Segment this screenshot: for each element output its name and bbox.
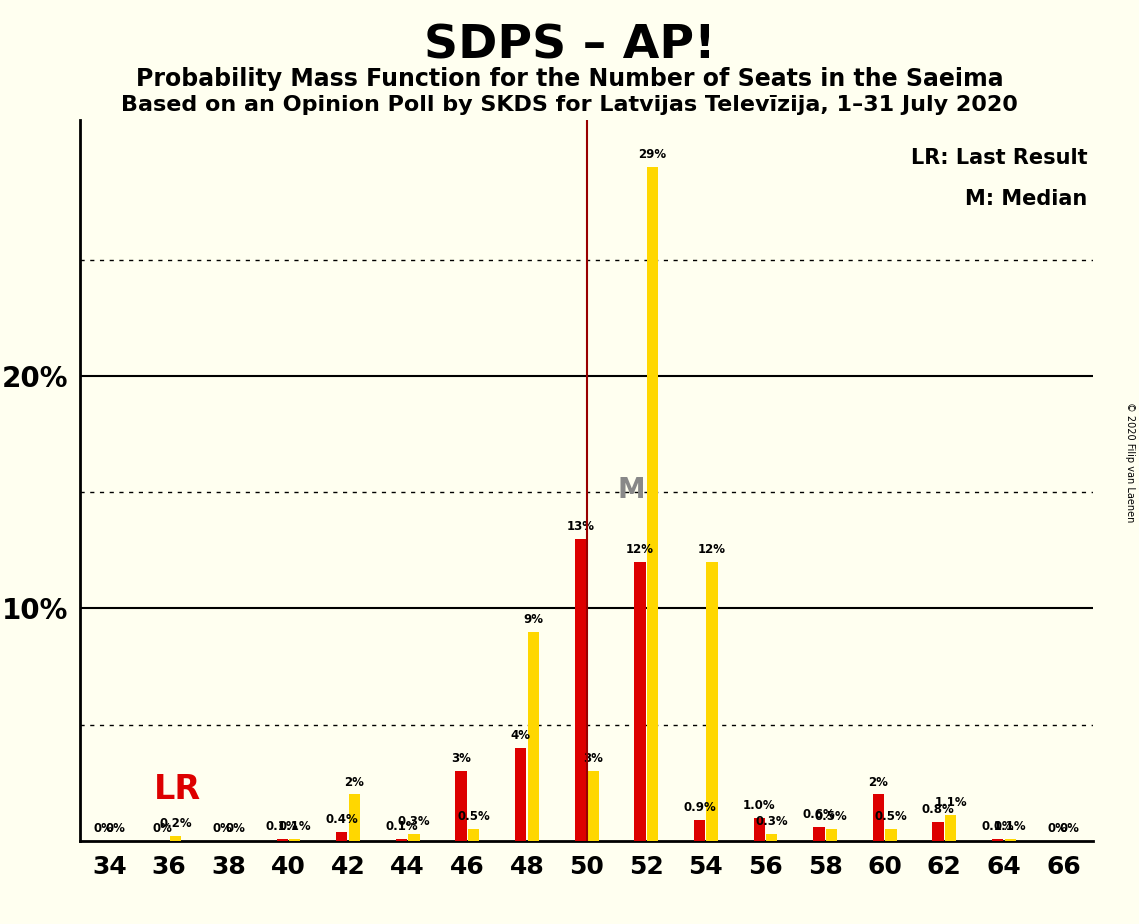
Text: 0.1%: 0.1%: [278, 820, 311, 833]
Bar: [826, 829, 837, 841]
Bar: [277, 838, 288, 841]
Text: © 2020 Filip van Laenen: © 2020 Filip van Laenen: [1125, 402, 1134, 522]
Bar: [170, 836, 181, 841]
Text: 4%: 4%: [510, 729, 531, 742]
Text: 0%: 0%: [213, 822, 232, 835]
Text: 0.1%: 0.1%: [385, 820, 418, 833]
Text: 0.9%: 0.9%: [683, 801, 716, 814]
Bar: [647, 166, 658, 841]
Text: LR: Last Result: LR: Last Result: [911, 148, 1088, 168]
Text: 0%: 0%: [1048, 822, 1067, 835]
Text: 12%: 12%: [626, 543, 654, 556]
Text: 3%: 3%: [451, 752, 472, 765]
Text: 29%: 29%: [639, 148, 666, 161]
Bar: [1005, 838, 1016, 841]
Text: 1.1%: 1.1%: [934, 796, 967, 809]
Bar: [933, 822, 944, 841]
Text: 0%: 0%: [153, 822, 173, 835]
Text: 0%: 0%: [106, 822, 125, 835]
Bar: [349, 795, 360, 841]
Text: 0.5%: 0.5%: [816, 810, 847, 823]
Bar: [992, 838, 1003, 841]
Bar: [588, 772, 598, 841]
Text: 13%: 13%: [566, 520, 595, 533]
Text: 2%: 2%: [344, 775, 364, 788]
Text: 2%: 2%: [869, 775, 888, 788]
Text: 0.1%: 0.1%: [982, 820, 1014, 833]
Text: 0.2%: 0.2%: [159, 818, 191, 831]
Text: 0.4%: 0.4%: [326, 813, 358, 826]
Bar: [468, 829, 480, 841]
Text: 0%: 0%: [1060, 822, 1080, 835]
Text: 0%: 0%: [226, 822, 245, 835]
Text: 3%: 3%: [583, 752, 603, 765]
Bar: [515, 748, 526, 841]
Bar: [706, 562, 718, 841]
Text: 0.6%: 0.6%: [803, 808, 835, 821]
Text: 12%: 12%: [698, 543, 726, 556]
Text: Based on an Opinion Poll by SKDS for Latvijas Televīzija, 1–31 July 2020: Based on an Opinion Poll by SKDS for Lat…: [121, 95, 1018, 116]
Bar: [754, 818, 765, 841]
Text: 0.5%: 0.5%: [457, 810, 490, 823]
Bar: [336, 832, 347, 841]
Bar: [634, 562, 646, 841]
Bar: [767, 833, 778, 841]
Bar: [527, 632, 539, 841]
Text: M: Median: M: Median: [966, 189, 1088, 210]
Text: 9%: 9%: [523, 613, 543, 626]
Bar: [813, 827, 825, 841]
Bar: [872, 795, 884, 841]
Bar: [694, 820, 705, 841]
Text: Probability Mass Function for the Number of Seats in the Saeima: Probability Mass Function for the Number…: [136, 67, 1003, 91]
Text: 0.1%: 0.1%: [994, 820, 1026, 833]
Bar: [395, 838, 407, 841]
Bar: [945, 815, 957, 841]
Bar: [456, 772, 467, 841]
Bar: [575, 539, 585, 841]
Text: 0.3%: 0.3%: [755, 815, 788, 828]
Text: 0%: 0%: [93, 822, 113, 835]
Text: 0.3%: 0.3%: [398, 815, 431, 828]
Bar: [885, 829, 896, 841]
Text: SDPS – AP!: SDPS – AP!: [424, 23, 715, 68]
Text: 1.0%: 1.0%: [743, 798, 776, 812]
Bar: [289, 838, 301, 841]
Text: 0.1%: 0.1%: [265, 820, 298, 833]
Bar: [408, 833, 419, 841]
Text: LR: LR: [154, 773, 202, 806]
Text: 0.8%: 0.8%: [921, 804, 954, 817]
Text: 0.5%: 0.5%: [875, 810, 908, 823]
Text: M: M: [617, 476, 645, 504]
